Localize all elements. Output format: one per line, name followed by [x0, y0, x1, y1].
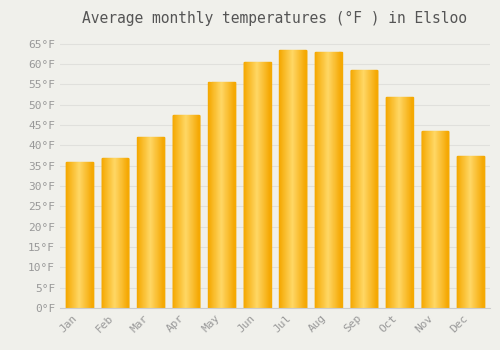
Title: Average monthly temperatures (°F ) in Elsloo: Average monthly temperatures (°F ) in El…: [82, 11, 468, 26]
